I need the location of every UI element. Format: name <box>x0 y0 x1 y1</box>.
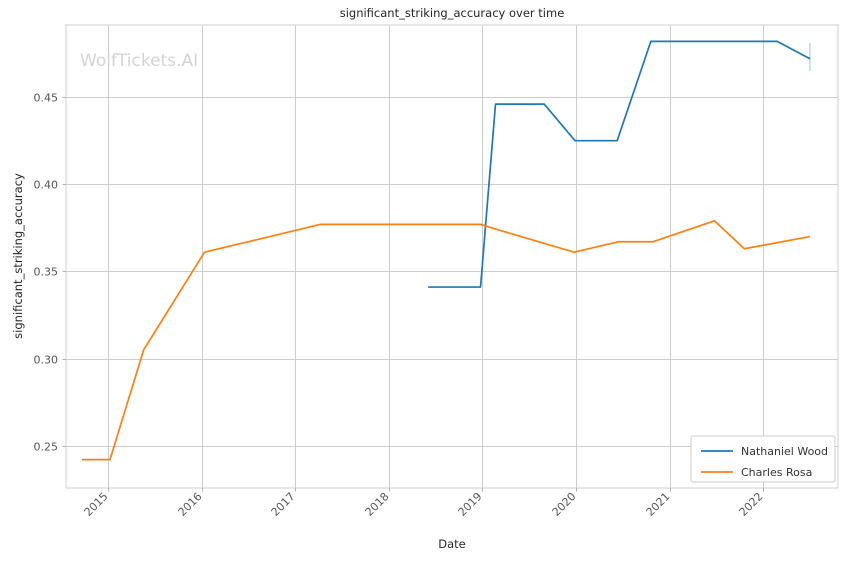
x-tick-labels: 2015 2016 2017 2018 2019 2020 2021 2022 <box>82 490 766 519</box>
y-tick-label: 0.30 <box>34 354 59 367</box>
legend-label: Charles Rosa <box>741 466 812 479</box>
x-tick-label: 2016 <box>176 490 205 519</box>
vertical-gridlines <box>108 25 764 488</box>
x-tick-label: 2018 <box>363 490 392 519</box>
x-tick-label: 2015 <box>82 490 111 519</box>
y-tick-label: 0.35 <box>34 266 59 279</box>
x-axis-label: Date <box>438 537 466 551</box>
data-series-group <box>81 40 811 461</box>
x-tick-label: 2019 <box>456 490 485 519</box>
x-tick-label: 2020 <box>550 490 579 519</box>
chart-title: significant_striking_accuracy over time <box>340 6 565 20</box>
watermark-text: WolfTickets.AI <box>80 51 198 71</box>
x-tick-label: 2017 <box>269 490 298 519</box>
y-tick-labels: 0.25 0.30 0.35 0.40 0.45 <box>34 92 59 454</box>
y-axis-label: significant_striking_accuracy <box>11 173 25 339</box>
x-tick-label: 2021 <box>644 490 673 519</box>
plot-area-background <box>66 25 838 488</box>
y-tick-label: 0.25 <box>34 441 59 454</box>
series-line-nathaniel-wood <box>428 40 811 288</box>
y-tick-marks <box>62 97 66 447</box>
x-tick-label: 2022 <box>737 490 766 519</box>
legend-label: Nathaniel Wood <box>741 445 828 458</box>
y-tick-label: 0.45 <box>34 92 59 105</box>
x-tick-marks <box>108 488 764 492</box>
chart-legend[interactable]: Nathaniel Wood Charles Rosa <box>690 435 836 483</box>
series-line-charles-rosa <box>81 220 811 461</box>
y-tick-label: 0.40 <box>34 179 59 192</box>
plot-area-border <box>65 24 839 489</box>
